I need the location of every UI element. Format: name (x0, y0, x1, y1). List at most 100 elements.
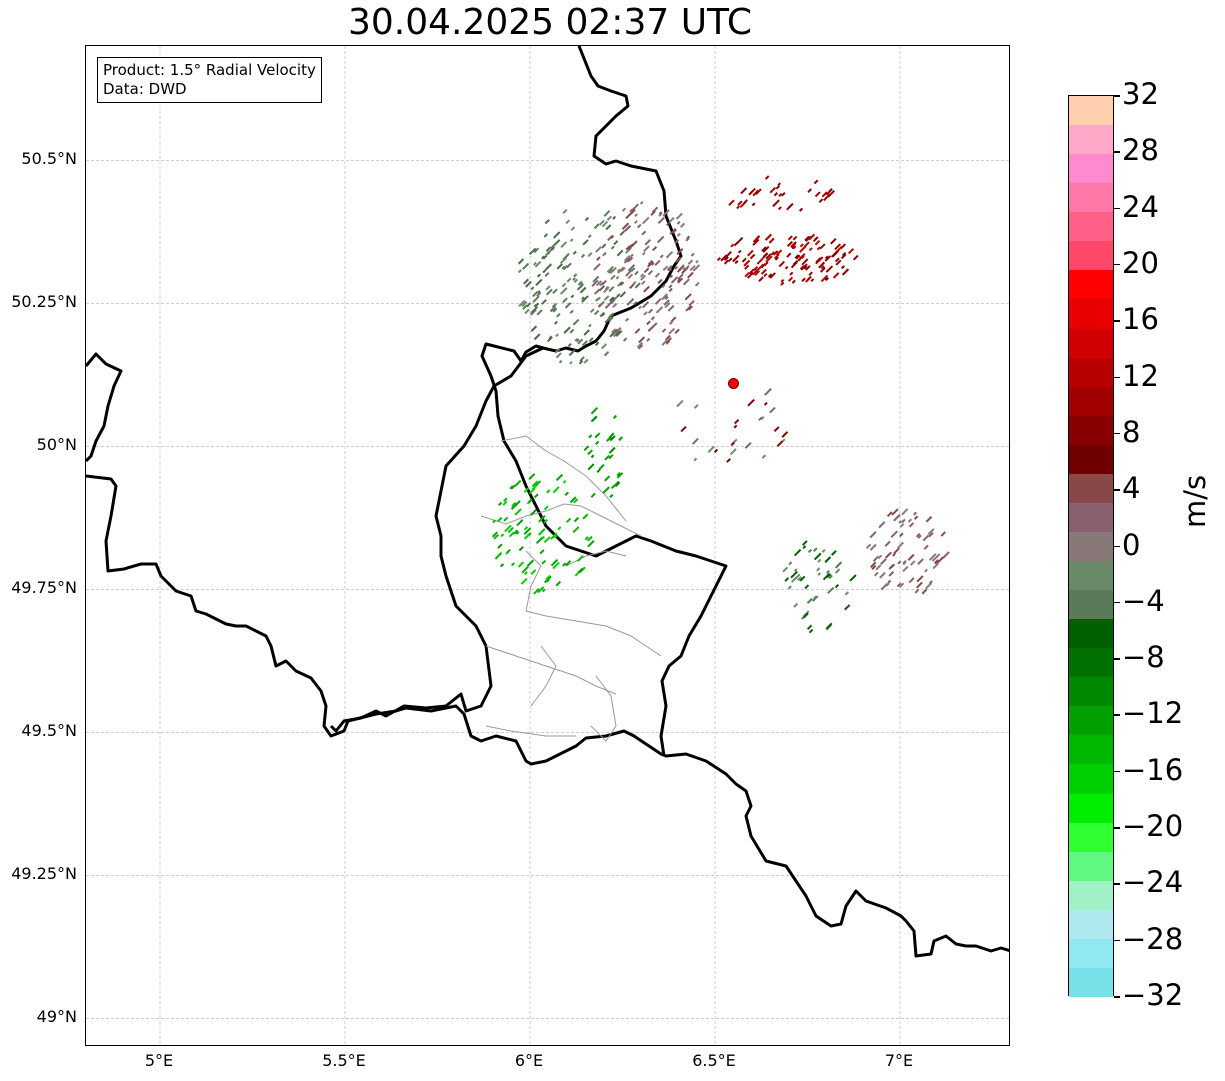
echo-pixel (541, 535, 545, 540)
colorbar-segment (1069, 938, 1113, 969)
radar-site-marker[interactable] (728, 377, 739, 389)
echo-pixel (893, 513, 901, 522)
echo-pixel (615, 481, 621, 487)
echo-pixel (542, 269, 547, 274)
echo-pixel (590, 454, 595, 459)
echo-pixel (615, 329, 623, 337)
echo-pixel (587, 234, 592, 239)
echo-pixel (928, 532, 934, 538)
echo-pixel (581, 295, 589, 303)
colorbar-segment (1069, 473, 1113, 504)
echo-pixel (565, 560, 572, 567)
echo-pixel (646, 337, 651, 342)
colorbar-tick-mark (1114, 320, 1120, 322)
colorbar-segment (1069, 967, 1113, 998)
echo-pixel (736, 237, 744, 245)
echo-pixel (577, 338, 584, 345)
echo-pixel (604, 454, 610, 461)
echo-pixel (756, 257, 764, 265)
echo-pixel (601, 243, 607, 249)
echo-pixel (805, 235, 812, 242)
echo-pixel (627, 264, 636, 272)
echo-pixel (684, 293, 692, 301)
echo-pixel (562, 264, 568, 271)
echo-pixel (654, 272, 661, 278)
echo-pixel (748, 187, 756, 196)
echo-pixel (565, 517, 572, 523)
echo-pixel (665, 337, 672, 344)
echo-pixel (768, 237, 775, 244)
echo-pixel (573, 278, 579, 283)
echo-pixel (676, 399, 684, 408)
echo-pixel (552, 561, 560, 570)
district-borders (480, 435, 662, 742)
echo-pixel (518, 299, 526, 308)
echo-pixel (761, 454, 767, 459)
echo-pixel (608, 454, 614, 460)
echo-pixel (682, 267, 687, 271)
colorbar-tick-mark (1114, 151, 1120, 153)
echo-pixel (689, 265, 696, 272)
product-label: Product: 1.5° Radial Velocity (103, 61, 316, 79)
echo-pixel (595, 246, 602, 253)
echo-pixel (656, 235, 665, 244)
colorbar-tick-label: −28 (1122, 921, 1184, 956)
echo-pixel (619, 281, 625, 286)
echo-pixel (595, 280, 602, 287)
colorbar-tick-label: 24 (1122, 189, 1159, 224)
echo-pixel (807, 275, 812, 281)
echo-pixel (612, 302, 618, 308)
echo-pixel (593, 263, 601, 271)
echo-pixel (543, 536, 551, 544)
echo-pixel (554, 320, 558, 325)
echo-pixel (574, 571, 580, 577)
echo-pixel (916, 575, 924, 583)
echo-pixel (799, 243, 804, 248)
echo-pixel (511, 501, 517, 507)
echo-pixel (555, 333, 559, 338)
echo-pixel (670, 276, 679, 284)
colorbar-tick-label: 0 (1122, 527, 1141, 562)
echo-pixel (910, 560, 916, 566)
echo-pixel (545, 574, 551, 581)
echo-pixel (613, 480, 620, 487)
echo-pixel (588, 337, 594, 342)
echo-pixel (545, 246, 552, 252)
echo-pixel (746, 271, 754, 279)
echo-pixel (537, 290, 541, 294)
colorbar-segment (1069, 909, 1113, 940)
echo-pixel (675, 256, 682, 263)
echo-pixel (674, 265, 679, 270)
colorbar-segment (1069, 619, 1113, 649)
echo-pixel (616, 471, 621, 477)
echo-pixel (774, 256, 779, 261)
lat-tick-label: 49°N (36, 1007, 77, 1027)
echo-pixel (793, 602, 799, 608)
echo-pixel (664, 302, 671, 309)
echo-pixel (676, 248, 684, 256)
echo-pixel (687, 305, 693, 311)
echo-pixel (737, 200, 743, 206)
echo-pixel (807, 548, 813, 554)
echo-pixel (524, 308, 530, 315)
echo-pixel (908, 522, 915, 528)
colorbar-segment (1069, 764, 1113, 795)
echo-pixel (902, 561, 907, 566)
echo-pixel (776, 440, 784, 447)
echo-pixel (791, 576, 798, 583)
echo-pixel (811, 595, 819, 602)
echo-pixel (587, 252, 593, 258)
colorbar-tick-mark (1114, 883, 1120, 885)
echo-pixel (824, 556, 832, 563)
echo-pixel (922, 534, 930, 542)
echo-pixel (579, 356, 585, 362)
echo-pixel (544, 219, 549, 225)
echo-pixel (570, 226, 576, 231)
echo-pixel (676, 265, 685, 273)
radar-map[interactable] (85, 45, 1010, 1046)
echo-pixel (572, 277, 576, 281)
echo-pixel (808, 233, 816, 241)
echo-pixel (707, 445, 715, 454)
echo-pixel (724, 256, 729, 261)
echo-pixel (899, 523, 905, 528)
